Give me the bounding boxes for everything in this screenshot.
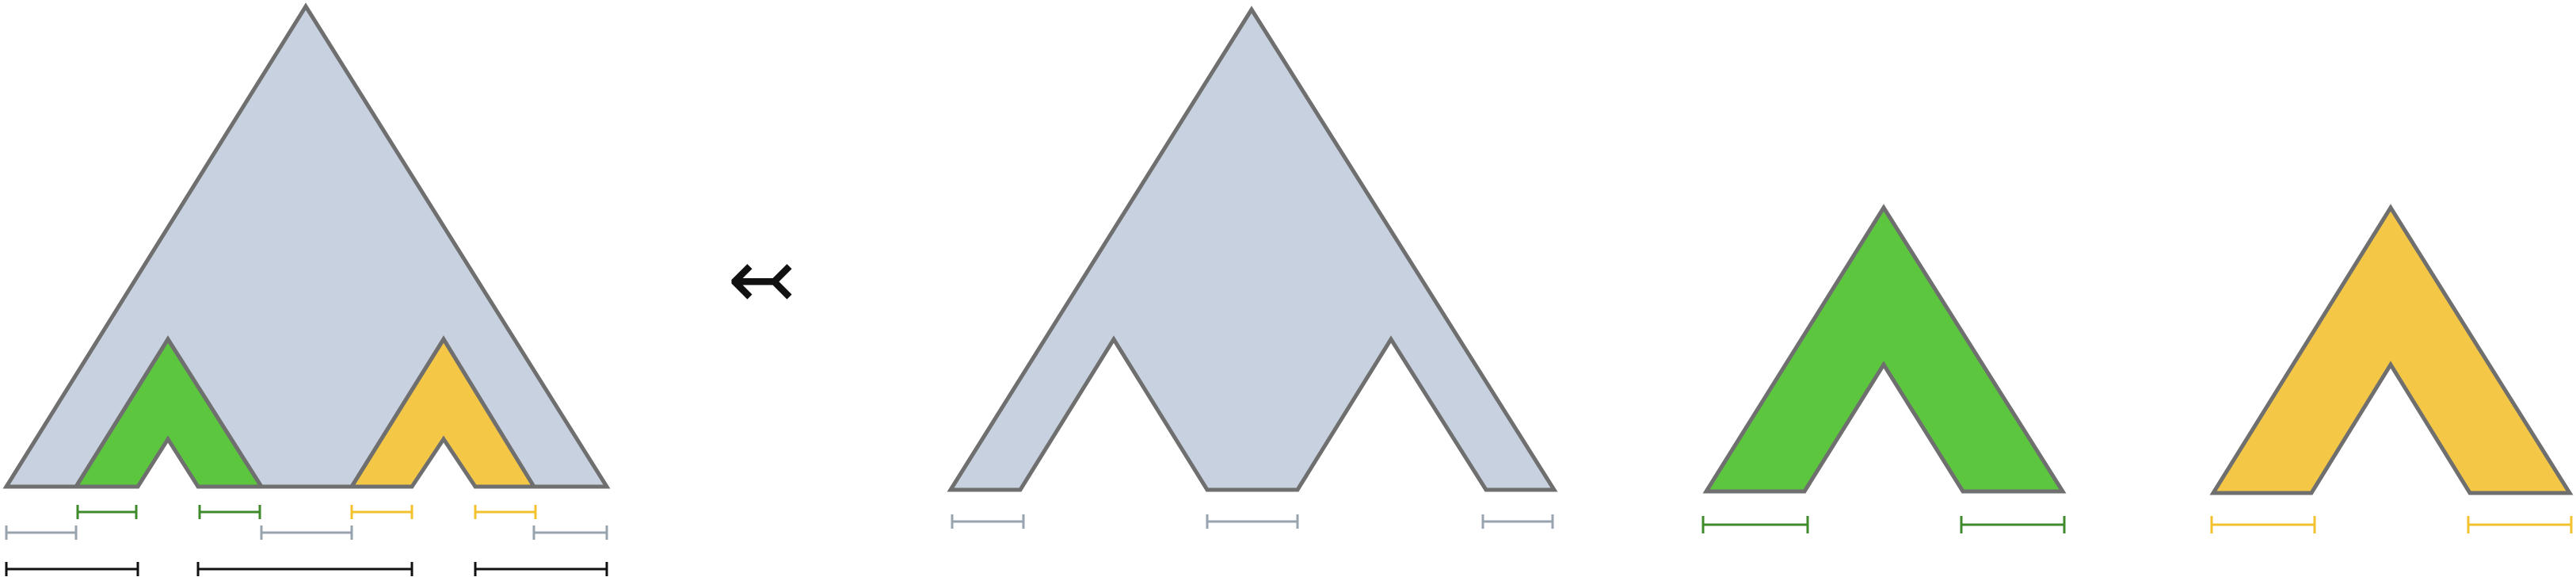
left-tree [1701, 204, 2067, 533]
composite-root-shape [2, 2, 611, 489]
root-tree-shape [947, 6, 1558, 492]
composite-combined-interval-2 [196, 562, 413, 576]
composite-root-interval-2 [260, 525, 353, 540]
composite-child-interval-row [76, 505, 537, 519]
right-tree-interval-1 [2210, 516, 2316, 533]
composite-tree [2, 2, 611, 576]
composite-left-interval-1 [76, 505, 138, 519]
composition-arrow-icon: ↢ [727, 231, 796, 327]
composite-combined-interval-3 [474, 562, 608, 576]
root-tree-interval-1 [951, 514, 1025, 529]
left-tree-interval-row [1701, 516, 2066, 533]
root-tree [947, 6, 1558, 529]
left-tree-interval-1 [1701, 516, 1809, 533]
right-tree-interval-row [2210, 516, 2573, 533]
composite-left-interval-2 [198, 505, 261, 519]
left-tree-shape [1702, 204, 2067, 494]
composite-right-graft-shape [348, 335, 538, 489]
composite-left-graft-shape [72, 335, 265, 489]
root-tree-interval-row [951, 514, 1554, 529]
composite-combined-interval-1 [5, 562, 139, 576]
composite-root-interval-3 [532, 525, 608, 540]
composite-right-interval-2 [474, 505, 537, 519]
composite-root-interval-row [5, 525, 608, 540]
composite-right-interval-1 [350, 505, 413, 519]
right-tree-shape [2209, 204, 2574, 495]
composite-root-interval-1 [5, 525, 78, 540]
right-tree-interval-2 [2467, 516, 2573, 533]
root-tree-interval-3 [1481, 514, 1554, 529]
left-tree-interval-2 [1960, 516, 2066, 533]
composite-combined-interval-row [5, 562, 608, 576]
right-tree [2209, 204, 2574, 533]
root-tree-interval-2 [1206, 514, 1299, 529]
